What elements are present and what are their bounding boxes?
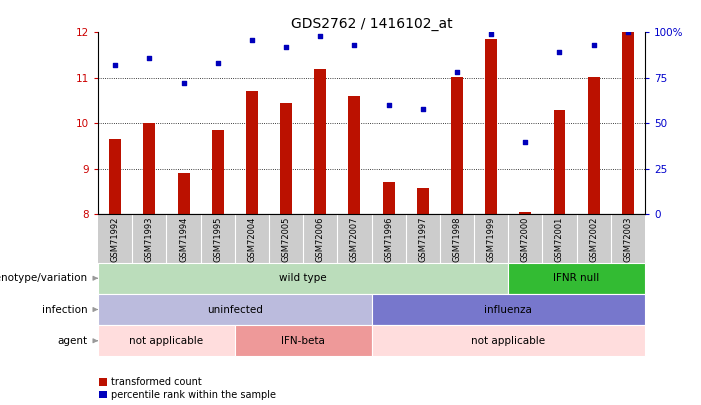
Text: genotype/variation: genotype/variation — [0, 273, 88, 283]
Text: GSM71996: GSM71996 — [384, 217, 393, 262]
Point — [417, 106, 428, 112]
Text: not applicable: not applicable — [471, 336, 545, 346]
Bar — [235, 325, 372, 356]
Point — [212, 60, 224, 66]
Bar — [554, 110, 566, 214]
Bar — [417, 188, 429, 214]
Bar — [372, 325, 645, 356]
Bar — [98, 294, 372, 325]
Text: GSM71994: GSM71994 — [179, 217, 188, 262]
Text: GSM71998: GSM71998 — [452, 217, 461, 262]
Text: GSM72006: GSM72006 — [315, 217, 325, 262]
Text: wild type: wild type — [280, 273, 327, 283]
Title: GDS2762 / 1416102_at: GDS2762 / 1416102_at — [291, 17, 452, 31]
Point — [178, 80, 189, 87]
Text: GSM71999: GSM71999 — [486, 217, 496, 262]
Bar — [314, 69, 326, 214]
Bar — [98, 325, 235, 356]
Point — [383, 102, 394, 109]
Bar — [485, 39, 497, 214]
Legend: transformed count, percentile rank within the sample: transformed count, percentile rank withi… — [100, 377, 276, 400]
Text: GSM71993: GSM71993 — [145, 217, 154, 262]
Bar — [622, 32, 634, 214]
Text: GSM72004: GSM72004 — [247, 217, 257, 262]
Text: IFNR null: IFNR null — [554, 273, 599, 283]
Text: influenza: influenza — [484, 305, 532, 315]
Bar — [508, 262, 645, 294]
Bar — [451, 77, 463, 214]
Text: GSM71995: GSM71995 — [213, 217, 222, 262]
Point — [622, 29, 634, 36]
Bar — [383, 181, 395, 214]
Text: GSM71992: GSM71992 — [111, 217, 120, 262]
Point — [144, 55, 155, 61]
Point — [451, 69, 463, 76]
Text: GSM72001: GSM72001 — [555, 217, 564, 262]
Text: uninfected: uninfected — [207, 305, 263, 315]
Text: not applicable: not applicable — [130, 336, 203, 346]
Bar — [109, 139, 121, 214]
Bar — [348, 96, 360, 214]
Text: agent: agent — [57, 336, 88, 346]
Point — [280, 44, 292, 50]
Point — [315, 33, 326, 39]
Bar — [372, 294, 645, 325]
Point — [109, 62, 121, 68]
Text: GSM72000: GSM72000 — [521, 217, 530, 262]
Point — [519, 138, 531, 145]
Bar — [246, 91, 258, 214]
Text: GSM71997: GSM71997 — [418, 217, 428, 262]
Text: GSM72007: GSM72007 — [350, 217, 359, 262]
Point — [246, 36, 257, 43]
Text: infection: infection — [42, 305, 88, 315]
Point — [588, 42, 599, 48]
Point — [554, 49, 565, 55]
Bar — [280, 103, 292, 214]
Bar — [98, 262, 508, 294]
Text: GSM72005: GSM72005 — [282, 217, 291, 262]
Text: GSM72002: GSM72002 — [589, 217, 598, 262]
Text: GSM72003: GSM72003 — [623, 217, 632, 262]
Bar — [519, 212, 531, 214]
Text: IFN-beta: IFN-beta — [281, 336, 325, 346]
Bar — [177, 173, 189, 214]
Bar — [212, 130, 224, 214]
Bar — [587, 77, 599, 214]
Point — [486, 31, 497, 37]
Point — [349, 42, 360, 48]
Bar — [144, 124, 156, 214]
